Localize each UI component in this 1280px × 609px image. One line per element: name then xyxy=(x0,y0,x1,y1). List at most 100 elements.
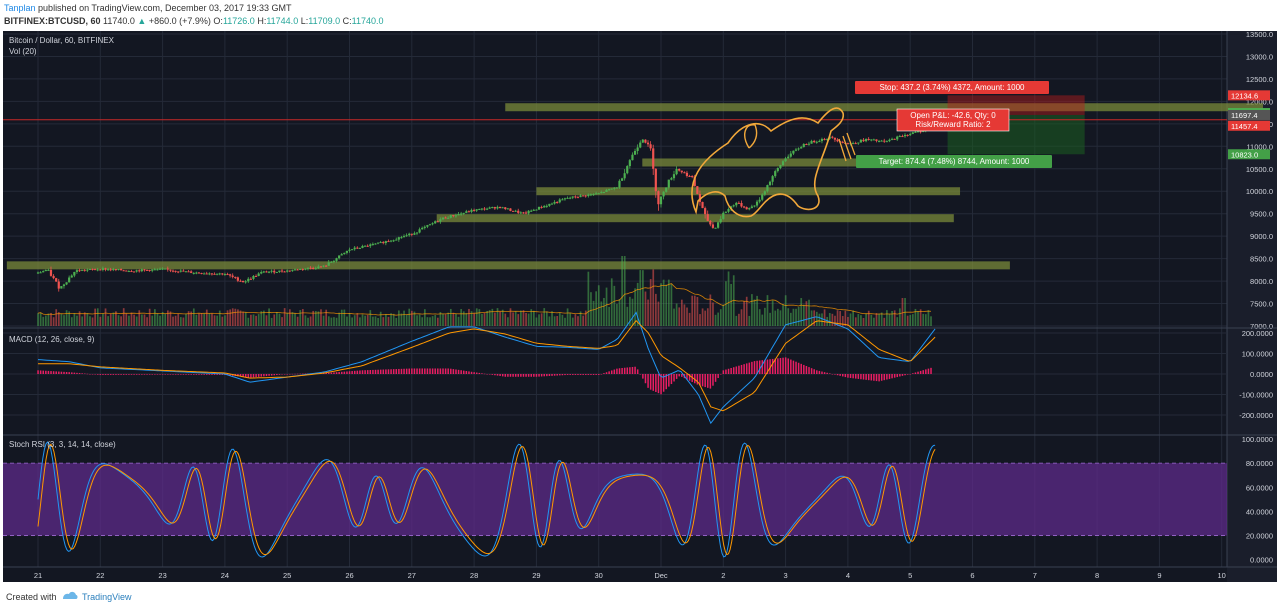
candle-body xyxy=(213,273,216,275)
volume-bar xyxy=(660,283,662,326)
candle-body xyxy=(257,273,260,277)
volume-bar xyxy=(429,317,431,326)
last-price: 11740.0 xyxy=(103,16,135,26)
candle-body xyxy=(228,274,232,276)
tradingview-brand[interactable]: TradingView xyxy=(82,592,132,602)
volume-bar xyxy=(172,316,174,326)
volume-bar xyxy=(122,308,125,326)
macd-histogram-bar xyxy=(37,370,39,374)
macd-histogram-bar xyxy=(89,374,91,375)
macd-histogram-bar xyxy=(65,372,68,374)
volume-bar xyxy=(603,297,605,326)
candle-body xyxy=(610,188,613,190)
candle-body xyxy=(800,147,803,149)
macd-histogram-bar xyxy=(893,374,896,378)
volume-bar xyxy=(141,314,143,326)
volume-bar xyxy=(231,308,234,326)
volume-bar xyxy=(309,316,312,326)
volume-bar xyxy=(899,308,901,326)
candle-body xyxy=(846,143,849,145)
candle-body xyxy=(514,210,517,212)
macd-histogram-bar xyxy=(81,373,83,374)
volume-bar xyxy=(109,313,112,326)
volume-bar xyxy=(616,303,618,326)
macd-histogram-bar xyxy=(195,374,198,375)
candle-body xyxy=(187,271,190,273)
macd-histogram-bar xyxy=(875,374,878,382)
volume-bar xyxy=(120,316,122,326)
candle-body xyxy=(857,142,860,144)
candle-body xyxy=(714,227,717,229)
candle-body xyxy=(254,275,258,277)
candle-body xyxy=(862,139,865,142)
volume-bar xyxy=(491,308,494,326)
candle-body xyxy=(117,269,120,271)
candle-body xyxy=(639,142,642,148)
volume-bar xyxy=(356,313,359,326)
volume-bar xyxy=(418,314,421,326)
macd-histogram-bar xyxy=(341,371,343,374)
author-link[interactable]: Tanplan xyxy=(4,3,36,13)
high-value: 11744.0 xyxy=(266,16,299,26)
volume-bar xyxy=(270,317,273,326)
macd-histogram-bar xyxy=(592,374,595,375)
macd-histogram-bar xyxy=(125,374,128,375)
candle-body xyxy=(740,203,743,207)
candle-body xyxy=(719,218,722,223)
volume-bar xyxy=(263,310,265,326)
level-badge xyxy=(1228,90,1270,101)
volume-bar xyxy=(112,312,115,326)
volume-bar xyxy=(135,316,138,326)
volume-bar xyxy=(722,304,725,326)
candle-body xyxy=(727,209,730,212)
volume-bar xyxy=(462,311,465,326)
candle-body xyxy=(47,269,50,271)
candle-body xyxy=(452,215,455,217)
volume-bar xyxy=(761,314,764,326)
macd-histogram-bar xyxy=(483,373,486,375)
candle-body xyxy=(836,139,839,142)
volume-bar xyxy=(538,314,540,326)
candle-body xyxy=(60,286,63,289)
macd-histogram-bar xyxy=(813,369,815,374)
volume-bar xyxy=(478,309,481,326)
macd-histogram-bar xyxy=(278,374,281,375)
candle-body xyxy=(301,268,304,270)
volume-bar xyxy=(470,311,473,326)
candle-body xyxy=(106,269,110,271)
x-tick-label: 27 xyxy=(408,571,416,580)
candle-body xyxy=(270,270,273,272)
target-label-box xyxy=(856,155,1052,168)
macd-histogram-bar xyxy=(805,366,808,374)
candle-body xyxy=(218,273,221,275)
volume-bar xyxy=(860,315,862,326)
volume-bar xyxy=(896,317,899,326)
macd-histogram-bar xyxy=(595,374,597,375)
volume-bar xyxy=(844,310,847,326)
candle-body xyxy=(247,278,250,282)
candle-body xyxy=(545,205,548,207)
macd-histogram-bar xyxy=(725,369,727,374)
volume-bar xyxy=(543,308,546,326)
candle-body xyxy=(234,276,237,278)
macd-histogram-bar xyxy=(730,368,732,374)
candle-body xyxy=(652,148,655,169)
volume-bar xyxy=(919,309,922,326)
candle-body xyxy=(436,221,439,223)
macd-histogram-bar xyxy=(745,363,748,374)
volume-bar xyxy=(712,302,714,326)
candle-body xyxy=(405,235,408,237)
candle-body xyxy=(833,137,837,140)
chart-area[interactable]: 21 22 23 24 25 26 27 28 29 30 Dec 2 3 4 5 6 7 8 9 10 7000.0 7… xyxy=(3,30,1277,582)
chart-svg[interactable]: 21 22 23 24 25 26 27 28 29 30 Dec 2 3 4 5 6 7 8 9 107000.07… xyxy=(3,30,1277,582)
candle-body xyxy=(75,270,79,272)
volume-bar xyxy=(922,313,925,326)
candle-body xyxy=(620,178,624,181)
candle-body xyxy=(52,275,55,279)
macd-histogram-bar xyxy=(704,374,706,388)
volume-bar xyxy=(821,313,823,326)
candle-body xyxy=(200,273,203,275)
macd-histogram-bar xyxy=(720,374,722,375)
volume-bar xyxy=(636,282,639,326)
candle-body xyxy=(384,241,387,244)
